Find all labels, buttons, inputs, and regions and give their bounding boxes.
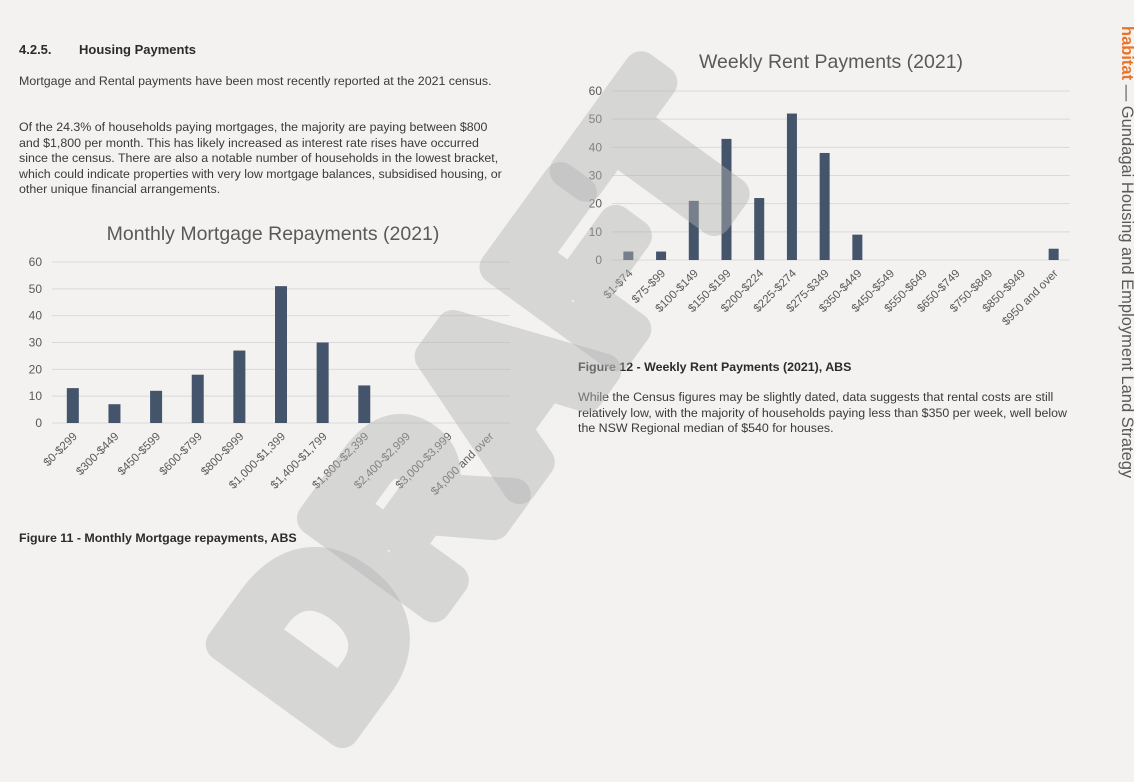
mortgage-chart-bar <box>108 404 121 423</box>
rent-chart-bar <box>754 198 765 260</box>
mortgage-chart-y-tick-label: 40 <box>29 309 43 323</box>
rent-chart-bar <box>623 251 634 260</box>
habitat-logo: habitat <box>1118 26 1134 81</box>
mortgage-chart-bar <box>233 350 246 423</box>
mortgage-chart-bar <box>358 385 371 423</box>
rent-chart-bar <box>688 200 699 260</box>
intro-paragraph: Mortgage and Rental payments have been m… <box>19 74 492 88</box>
mortgage-chart-y-tick-label: 20 <box>29 362 43 376</box>
mortgage-chart-bar <box>275 286 287 423</box>
mortgage-chart-y-tick-label: 30 <box>29 336 43 350</box>
mortgage-chart-bar <box>191 374 204 423</box>
section-number: 4.2.5. <box>19 42 52 57</box>
rent-chart-bar <box>656 251 667 260</box>
rent-chart-title: Weekly Rent Payments (2021) <box>698 51 964 73</box>
mortgage-chart-bar <box>150 390 163 423</box>
rent-chart-y-tick-label: 50 <box>589 112 603 126</box>
section-heading: 4.2.5. Housing Payments <box>19 42 196 57</box>
figure-12-caption: Figure 12 - Weekly Rent Payments (2021),… <box>578 360 852 374</box>
rent-chart-bar <box>819 152 830 260</box>
rent-chart-bar <box>1048 248 1059 260</box>
rent-chart-y-tick-label: 10 <box>589 225 603 239</box>
mortgage-paragraph: Of the 24.3% of households paying mortga… <box>19 120 502 196</box>
document-title: Gundagai Housing and Employment Land Str… <box>1118 105 1134 479</box>
mortgage-chart-y-tick-label: 60 <box>29 255 43 269</box>
rent-chart-y-tick-label: 60 <box>589 84 603 98</box>
rent-chart-bar <box>721 138 732 260</box>
mortgage-chart-bar <box>316 342 329 423</box>
mortgage-chart-title: Monthly Mortgage Repayments (2021) <box>106 223 440 245</box>
document-side-title: habitat — Gundagai Housing and Employmen… <box>1118 26 1134 479</box>
mortgage-chart-y-tick-label: 10 <box>29 389 43 403</box>
rent-chart-y-tick-label: 0 <box>595 253 602 267</box>
rent-chart-bar <box>852 234 863 260</box>
rent-chart-y-tick-label: 20 <box>589 197 603 211</box>
rent-chart-bar <box>786 113 797 261</box>
mortgage-chart-y-tick-label: 50 <box>29 282 43 296</box>
mortgage-chart-bar <box>66 388 79 423</box>
rent-chart-y-tick-label: 30 <box>589 169 603 183</box>
figure-11-caption: Figure 11 - Monthly Mortgage repayments,… <box>19 531 297 545</box>
section-title: Housing Payments <box>79 42 197 57</box>
rent-paragraph: While the Census figures may be slightly… <box>578 390 1068 435</box>
mortgage-chart-y-tick-label: 0 <box>35 416 42 430</box>
rent-chart-y-tick-label: 40 <box>589 140 603 154</box>
